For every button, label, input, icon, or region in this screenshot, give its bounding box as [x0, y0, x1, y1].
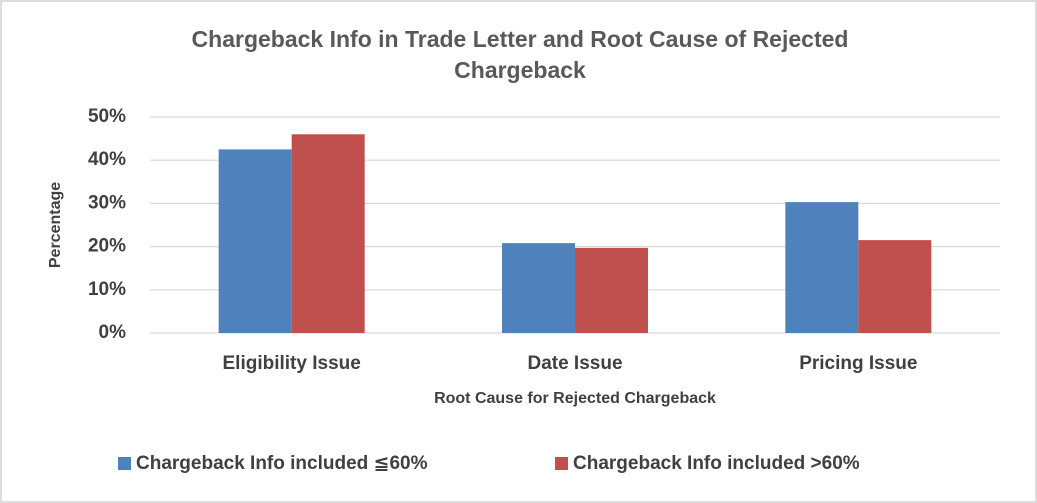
- x-tick-label: Eligibility Issue: [223, 353, 361, 374]
- bar: [218, 149, 292, 333]
- x-tick-label: Date Issue: [527, 353, 622, 374]
- bar: [502, 243, 575, 333]
- y-tick-label: 40%: [88, 149, 126, 170]
- y-tick-label: 0%: [99, 322, 127, 343]
- chart-title: Chargeback Info in Trade Letter and Root…: [191, 26, 849, 83]
- legend-swatch: [118, 457, 131, 470]
- bar: [291, 134, 365, 333]
- y-tick-label: 30%: [88, 192, 126, 213]
- legend-label: Chargeback Info included >60%: [573, 453, 860, 474]
- y-tick-label: 50%: [88, 106, 126, 127]
- y-tick-label: 10%: [88, 279, 126, 300]
- x-axis-label: Root Cause for Rejected Chargeback: [434, 390, 716, 407]
- y-axis-label: Percentage: [47, 182, 64, 268]
- bar: [575, 247, 648, 333]
- x-tick-label: Pricing Issue: [799, 353, 917, 374]
- legend-swatch: [555, 457, 568, 470]
- y-tick-label: 20%: [88, 236, 126, 257]
- bar: [785, 202, 859, 333]
- bar: [858, 240, 932, 333]
- legend-label: Chargeback Info included ≦60%: [136, 453, 428, 474]
